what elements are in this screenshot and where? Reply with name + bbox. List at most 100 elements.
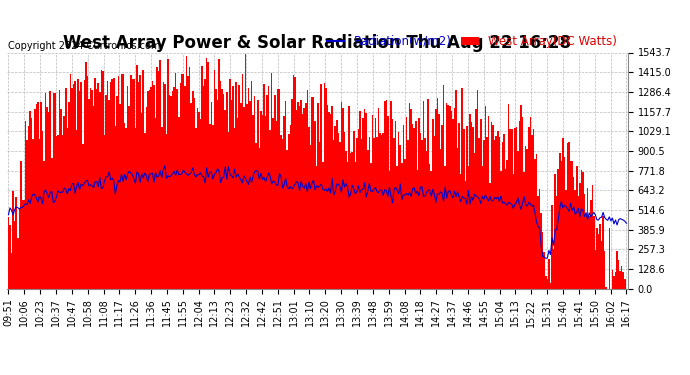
Bar (215, 89, 217, 289)
Bar (505, 170, 506, 289)
Bar (373, 138, 375, 289)
Bar (602, 216, 604, 289)
Bar (522, 117, 524, 289)
Bar (550, 283, 551, 289)
Bar (121, 74, 122, 289)
Bar (370, 164, 372, 289)
Bar (458, 123, 460, 289)
Bar (578, 196, 579, 289)
Bar (426, 152, 427, 289)
Bar (531, 135, 533, 289)
Bar (277, 89, 279, 289)
Bar (313, 97, 315, 289)
Bar (34, 109, 36, 289)
Bar (246, 104, 248, 289)
Bar (499, 137, 500, 289)
Bar (443, 85, 444, 289)
Bar (210, 102, 212, 289)
Bar (569, 142, 570, 289)
Bar (554, 174, 556, 289)
Bar (582, 172, 584, 289)
Bar (228, 132, 229, 289)
Bar (545, 276, 546, 289)
Bar (15, 197, 17, 289)
Bar (294, 77, 296, 289)
Bar (297, 102, 299, 289)
Bar (30, 111, 31, 289)
Bar (299, 106, 300, 289)
Bar (269, 130, 271, 289)
Bar (101, 70, 102, 289)
Bar (351, 152, 353, 289)
Bar (515, 127, 518, 289)
Bar (406, 117, 407, 289)
Bar (565, 189, 566, 289)
Bar (315, 121, 316, 289)
Bar (378, 108, 380, 289)
Bar (36, 104, 37, 289)
Bar (229, 79, 230, 289)
Bar (624, 279, 626, 289)
Bar (268, 86, 269, 289)
Bar (21, 200, 23, 289)
Bar (375, 118, 376, 289)
Bar (290, 125, 291, 289)
Bar (587, 188, 589, 289)
Bar (166, 134, 167, 289)
Bar (584, 194, 585, 289)
Bar (388, 171, 390, 289)
Bar (157, 67, 158, 289)
Bar (163, 82, 164, 289)
Bar (415, 122, 417, 289)
Bar (424, 138, 426, 289)
Bar (170, 96, 172, 289)
Bar (99, 92, 101, 289)
Bar (478, 138, 480, 289)
Bar (372, 115, 373, 289)
Bar (253, 115, 254, 289)
Bar (514, 128, 515, 289)
Bar (95, 78, 96, 289)
Bar (45, 93, 46, 289)
Bar (413, 128, 415, 289)
Bar (142, 70, 144, 289)
Bar (187, 76, 189, 289)
Bar (226, 92, 228, 289)
Bar (293, 75, 294, 289)
Bar (621, 266, 622, 289)
Bar (308, 127, 310, 289)
Legend: Radiation(w/m2), West Array(DC Watts): Radiation(w/m2), West Array(DC Watts) (322, 30, 622, 52)
Bar (59, 90, 60, 289)
Bar (435, 109, 437, 289)
Bar (457, 148, 458, 289)
Bar (575, 190, 576, 289)
Bar (8, 216, 9, 289)
Bar (590, 200, 591, 289)
Bar (243, 107, 245, 289)
Bar (87, 76, 88, 289)
Bar (486, 137, 488, 289)
Bar (535, 154, 538, 289)
Bar (571, 161, 573, 289)
Bar (451, 111, 452, 289)
Bar (438, 114, 440, 289)
Bar (449, 106, 451, 289)
Bar (513, 174, 514, 289)
Bar (398, 132, 400, 289)
Bar (357, 129, 359, 289)
Bar (263, 84, 265, 289)
Bar (553, 249, 554, 289)
Bar (302, 114, 304, 289)
Bar (604, 251, 605, 289)
Bar (353, 131, 355, 289)
Bar (164, 84, 166, 289)
Bar (618, 260, 620, 289)
Bar (300, 100, 302, 289)
Bar (407, 140, 408, 289)
Bar (93, 106, 95, 289)
Bar (564, 157, 565, 289)
Bar (286, 150, 288, 289)
Bar (37, 102, 39, 289)
Bar (359, 111, 361, 289)
Bar (392, 120, 393, 289)
